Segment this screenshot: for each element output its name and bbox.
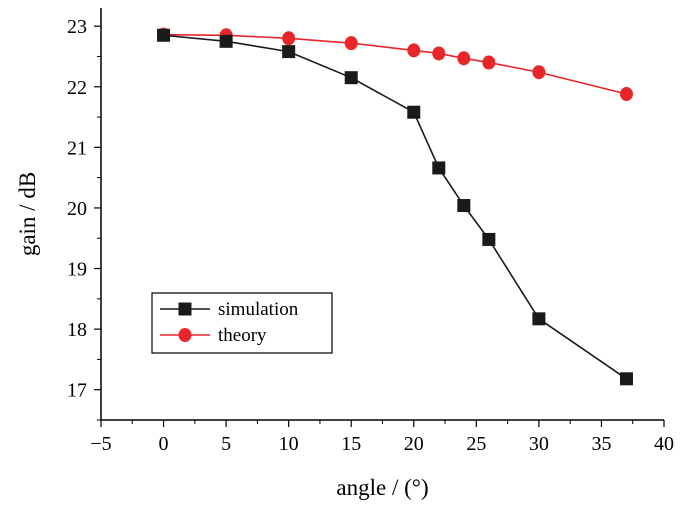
- data-point-theory: [482, 56, 495, 70]
- y-tick-label: 19: [67, 259, 87, 281]
- data-point-simulation: [345, 71, 358, 84]
- x-tick-label: 15: [341, 433, 361, 455]
- data-point-simulation: [532, 312, 545, 325]
- data-point-simulation: [482, 233, 495, 246]
- data-point-theory: [457, 51, 470, 65]
- legend: simulation theory: [152, 293, 332, 353]
- y-tick-label: 18: [67, 319, 87, 341]
- legend-label-simulation: simulation: [218, 299, 299, 320]
- x-tick-label: 0: [159, 433, 169, 455]
- legend-label-theory: theory: [218, 325, 267, 346]
- data-point-simulation: [157, 29, 170, 42]
- y-tick-label: 20: [67, 198, 87, 220]
- data-point-simulation: [282, 45, 295, 58]
- x-axis-title: angle / (°): [336, 475, 428, 500]
- data-point-simulation: [407, 106, 420, 119]
- data-point-theory: [532, 65, 545, 79]
- axes: −5 0 5 10 15 20 25 30 35 40 17 18 19 20 21 22 23: [67, 8, 674, 455]
- x-tick-label: 25: [466, 433, 486, 455]
- x-tick-label: 30: [529, 433, 549, 455]
- data-point-simulation: [432, 161, 445, 174]
- legend-marker-simulation: [179, 303, 192, 316]
- data-point-theory: [345, 36, 358, 50]
- data-point-theory: [432, 46, 445, 60]
- x-tick-label: 10: [279, 433, 299, 455]
- data-point-simulation: [457, 199, 470, 212]
- data-point-simulation: [620, 372, 633, 385]
- x-tick-label: 40: [654, 433, 674, 455]
- y-axis-title: gain / dB: [15, 172, 40, 256]
- x-tick-label: 5: [221, 433, 231, 455]
- y-tick-label: 21: [67, 137, 87, 159]
- y-tick-label: 22: [67, 77, 87, 99]
- data-point-theory: [407, 43, 420, 57]
- data-point-theory: [282, 31, 295, 45]
- x-tick-label: 35: [591, 433, 611, 455]
- data-point-theory: [620, 87, 633, 101]
- x-tick-label: −5: [90, 433, 111, 455]
- y-tick-label: 17: [67, 380, 87, 402]
- data-point-simulation: [220, 35, 233, 48]
- series-line-theory: [164, 35, 627, 94]
- gain-vs-angle-chart: −5 0 5 10 15 20 25 30 35 40 17 18 19 20 21 22 23 simulat…: [0, 0, 688, 510]
- legend-marker-theory: [179, 328, 192, 342]
- y-tick-label: 23: [67, 16, 87, 38]
- x-tick-label: 20: [404, 433, 424, 455]
